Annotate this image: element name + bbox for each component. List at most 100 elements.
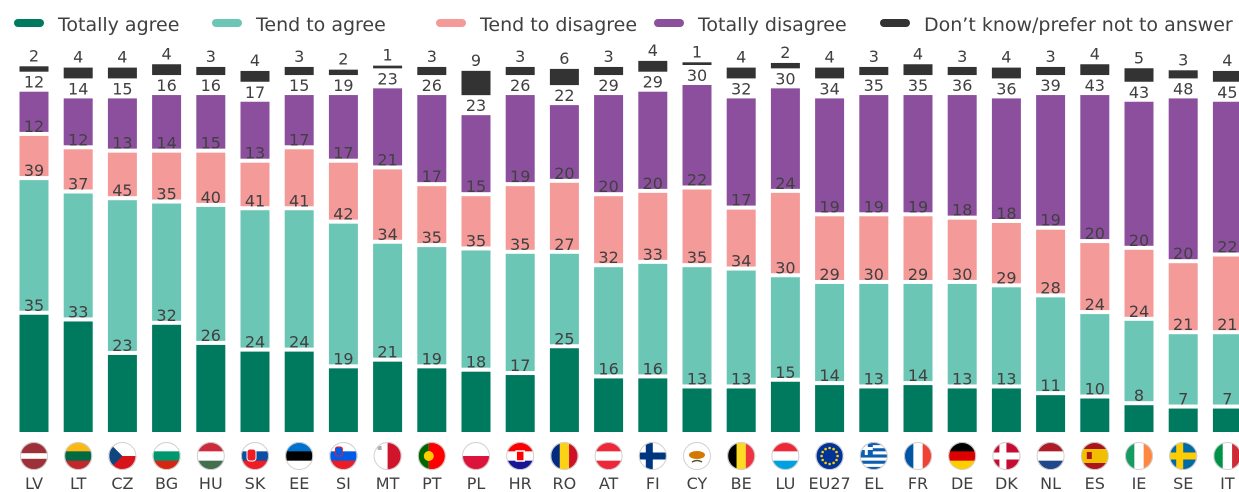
value-label: 4	[648, 41, 658, 60]
value-label: 36	[996, 79, 1016, 98]
value-label: 14	[819, 366, 839, 385]
category-label: CY	[687, 474, 708, 492]
poland-flag-icon	[462, 442, 490, 470]
value-label: 28	[1040, 278, 1060, 297]
bar-totally-disagree	[417, 95, 447, 183]
bar-dont-know	[1124, 68, 1154, 82]
value-label: 34	[731, 252, 751, 271]
value-label: 35	[687, 248, 707, 267]
value-label: 23	[466, 96, 486, 115]
bar-group	[505, 66, 535, 432]
value-label: 33	[68, 302, 88, 321]
bar-tend-to-disagree	[328, 162, 358, 220]
bar-tend-to-agree	[1080, 314, 1110, 395]
value-label: 7	[1178, 390, 1188, 409]
bulgaria-flag-icon	[152, 442, 181, 470]
bar-tend-to-disagree	[991, 223, 1021, 284]
slovenia-flag-icon	[329, 442, 358, 470]
legend: Totally agree Tend to agree Tend to disagr…	[14, 14, 1233, 36]
bar-totally-disagree	[1080, 95, 1110, 240]
flag-outline	[1213, 442, 1239, 470]
category-label: FR	[908, 474, 928, 492]
flag-outline	[1169, 442, 1198, 470]
bar-totally-disagree	[505, 95, 535, 183]
bar-tend-to-disagree	[726, 209, 756, 267]
bar-tend-to-agree	[991, 287, 1021, 385]
value-label: 35	[156, 185, 176, 204]
legend-swatch	[14, 19, 44, 27]
bar-tend-to-disagree	[947, 219, 977, 280]
bars	[19, 60, 1239, 432]
bar-tend-to-agree	[859, 283, 889, 385]
value-label: 29	[643, 73, 663, 92]
value-label: 35	[24, 296, 44, 315]
bar-group	[991, 67, 1021, 432]
value-label: 12	[24, 117, 44, 136]
value-label: 17	[289, 130, 309, 149]
value-label: 3	[869, 47, 879, 66]
legend-label: Tend to agree	[255, 14, 386, 36]
value-label: 25	[554, 329, 574, 348]
value-label: 20	[598, 177, 618, 196]
bar-totally-disagree	[152, 95, 182, 149]
bar-tend-to-disagree	[1036, 229, 1066, 294]
bar-tend-to-agree	[726, 270, 756, 385]
value-label: 48	[1173, 79, 1193, 98]
legend-item: Totally disagree	[654, 14, 847, 36]
value-label: 3	[604, 47, 614, 66]
bar-totally-disagree	[1168, 98, 1198, 260]
value-label: 3	[515, 47, 525, 66]
value-label: 37	[68, 175, 88, 194]
flag-outline	[992, 442, 1021, 470]
flag-outline	[373, 442, 402, 470]
category-label: PL	[467, 474, 486, 492]
category-label: FI	[646, 474, 660, 492]
austria-flag-icon	[594, 442, 623, 470]
value-label: 24	[245, 333, 265, 352]
flag-outline	[152, 442, 181, 470]
belgium-flag-icon	[727, 442, 756, 470]
value-label: 1	[383, 46, 393, 65]
flag-outline	[108, 442, 137, 470]
bar-tend-to-agree	[328, 223, 358, 365]
bar-totally-disagree	[19, 91, 49, 132]
flag-outline	[904, 442, 932, 470]
value-label: 15	[466, 177, 486, 196]
bar-dont-know	[417, 66, 447, 76]
bar-totally-agree	[461, 371, 491, 432]
bar-tend-to-disagree	[770, 192, 800, 274]
value-label: 20	[1129, 231, 1149, 250]
bar-tend-to-disagree	[19, 135, 49, 177]
bar-tend-to-agree	[196, 206, 226, 341]
bar-totally-agree	[594, 378, 624, 432]
legend-label: Totally agree	[57, 14, 179, 36]
bar-totally-agree	[328, 368, 358, 432]
value-label: 34	[377, 225, 397, 244]
flag-outline	[241, 442, 269, 470]
value-label: 4	[1001, 48, 1011, 67]
latvia-flag-icon	[20, 442, 48, 470]
value-label: 18	[952, 201, 972, 220]
value-label: 14	[156, 134, 176, 153]
bar-tend-to-agree	[903, 283, 933, 382]
flags	[20, 442, 1239, 470]
value-label: 30	[952, 265, 972, 284]
bar-dont-know	[1080, 64, 1110, 76]
bar-dont-know	[991, 67, 1021, 79]
value-label: 13	[996, 369, 1016, 388]
bar-tend-to-disagree	[1124, 249, 1154, 317]
romania-flag-icon	[550, 442, 579, 470]
bar-dont-know	[903, 64, 933, 76]
bar-totally-agree	[947, 388, 977, 432]
bar-totally-agree	[196, 344, 226, 432]
bar-tend-to-disagree	[63, 149, 93, 190]
value-label: 21	[377, 150, 397, 169]
value-label: 13	[112, 134, 132, 153]
value-label: 15	[112, 79, 132, 98]
value-label: 19	[333, 76, 353, 95]
bar-totally-disagree	[682, 85, 712, 186]
value-label: 3	[957, 47, 967, 66]
bar-dont-know	[947, 66, 977, 76]
bar-totally-disagree	[63, 98, 93, 146]
category-label: AT	[599, 474, 619, 492]
